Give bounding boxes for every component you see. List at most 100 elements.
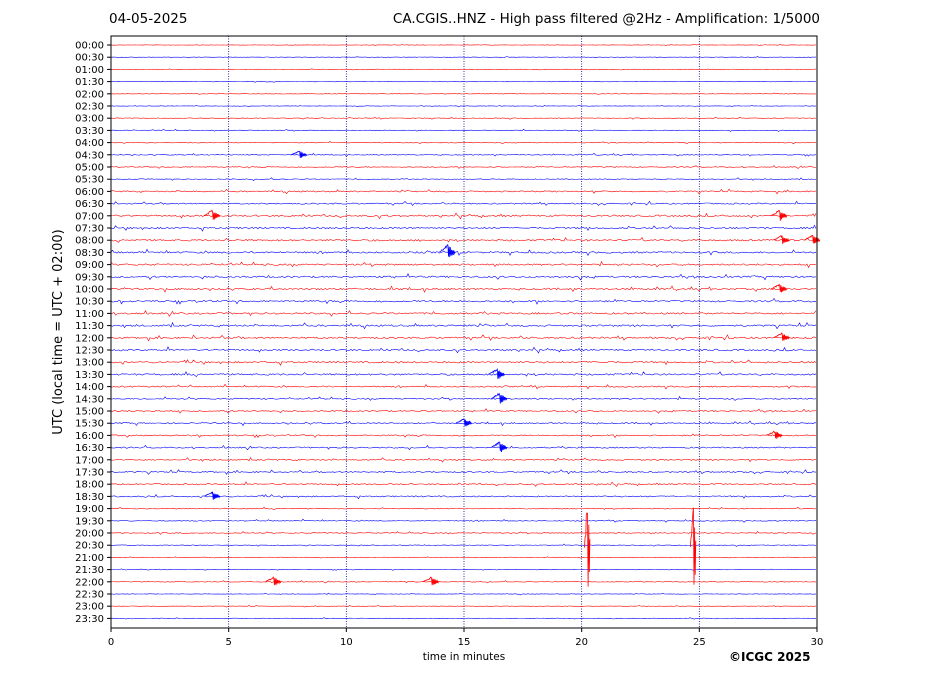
- y-tick-label: 09:00: [75, 260, 104, 271]
- x-axis-ticks: 0 5 10 15 20 25 30: [108, 628, 823, 648]
- seismic-event: [804, 234, 821, 244]
- trace-2130: [110, 568, 817, 571]
- trace-0700: [110, 212, 817, 220]
- y-tick-label: 05:00: [75, 163, 104, 174]
- x-tick-label: 25: [693, 637, 706, 648]
- copyright: ©ICGC 2025: [729, 650, 811, 664]
- y-axis-label: UTC (local time = UTC + 02:00): [51, 229, 66, 434]
- seismic-event: [488, 367, 505, 379]
- y-tick-label: 04:00: [75, 138, 104, 149]
- y-tick-label: 15:00: [75, 407, 104, 418]
- trace-2200: [110, 580, 816, 584]
- vertical-gridlines: [228, 36, 700, 628]
- y-tick-label: 17:00: [75, 455, 104, 466]
- trace-1430: [110, 395, 817, 401]
- trace-2000: [110, 531, 817, 535]
- trace-1500: [110, 408, 817, 414]
- trace-0100: [111, 68, 817, 71]
- trace-0330: [110, 128, 817, 132]
- trace-1830: [110, 494, 817, 500]
- trace-2300: [110, 605, 817, 608]
- y-tick-label: 12:30: [75, 346, 104, 357]
- y-tick-label: 13:30: [75, 370, 104, 381]
- seismic-event: [291, 150, 308, 159]
- chart-date: 04-05-2025: [109, 11, 188, 27]
- seismic-event: [203, 209, 221, 220]
- y-tick-label: 19:30: [75, 516, 104, 527]
- trace-2230: [110, 592, 816, 596]
- x-tick-label: 20: [575, 637, 588, 648]
- trace-1530: [110, 420, 817, 427]
- y-tick-label: 16:30: [75, 443, 104, 454]
- chart-title: CA.CGIS..HNZ - High pass filtered @2Hz -…: [392, 11, 820, 27]
- y-tick-label: 00:30: [75, 53, 104, 64]
- y-tick-label: 14:30: [75, 394, 104, 405]
- trace-1900: [110, 506, 817, 510]
- y-tick-label: 11:00: [75, 309, 104, 320]
- trace-1330: [110, 371, 817, 377]
- x-axis-label: time in minutes: [423, 651, 505, 663]
- y-tick-label: 21:00: [75, 553, 104, 564]
- y-tick-label: 06:00: [75, 187, 104, 198]
- trace-1600: [110, 433, 816, 439]
- trace-1000: [110, 285, 817, 293]
- trace-0600: [110, 188, 817, 195]
- seismic-event: [771, 283, 788, 293]
- y-tick-label: 07:00: [75, 211, 104, 222]
- trace-1930: [110, 518, 817, 523]
- trace-0800: [110, 237, 817, 243]
- trace-1730: [110, 469, 816, 475]
- y-tick-label: 20:00: [75, 529, 104, 540]
- trace-0000: [110, 43, 817, 47]
- y-tick-label: 00:00: [75, 41, 104, 52]
- y-tick-label: 04:30: [75, 150, 104, 161]
- y-tick-label: 15:30: [75, 419, 104, 430]
- trace-2330: [110, 617, 816, 620]
- x-tick-label: 15: [458, 637, 471, 648]
- x-tick-label: 0: [108, 637, 114, 648]
- y-tick-label: 03:30: [75, 126, 104, 137]
- y-tick-label: 16:00: [75, 431, 104, 442]
- seismic-event: [771, 210, 788, 221]
- trace-0530: [110, 177, 817, 181]
- trace-0430: [110, 152, 817, 157]
- y-tick-label: 02:00: [75, 89, 104, 100]
- y-tick-label: 20:30: [75, 541, 104, 552]
- trace-0300: [111, 116, 817, 120]
- y-tick-label: 23:30: [75, 614, 104, 625]
- trace-1030: [110, 297, 817, 305]
- trace-1400: [110, 383, 817, 390]
- seismic-event: [584, 512, 591, 587]
- seismic-traces: [110, 43, 817, 620]
- y-tick-label: 18:30: [75, 492, 104, 503]
- y-tick-label: 19:00: [75, 504, 104, 515]
- y-tick-label: 01:00: [75, 65, 104, 76]
- y-tick-label: 22:00: [75, 577, 104, 588]
- trace-0030: [110, 56, 817, 59]
- y-tick-label: 14:00: [75, 382, 104, 393]
- trace-0200: [110, 92, 816, 95]
- y-tick-label: 08:00: [75, 236, 104, 247]
- y-tick-label: 10:00: [75, 285, 104, 296]
- y-tick-label: 18:00: [75, 480, 104, 491]
- trace-2030: [110, 543, 817, 547]
- seismic-events: [203, 150, 821, 587]
- y-tick-label: 08:30: [75, 248, 104, 259]
- seismic-event: [491, 441, 508, 453]
- x-tick-label: 10: [340, 637, 353, 648]
- seismic-event: [773, 332, 790, 341]
- trace-2100: [110, 556, 817, 559]
- trace-1700: [110, 456, 817, 463]
- x-tick-label: 5: [225, 637, 231, 648]
- trace-1100: [110, 310, 817, 317]
- trace-1300: [110, 359, 817, 366]
- seismic-event: [439, 244, 456, 258]
- trace-0730: [110, 224, 817, 232]
- seismic-event: [455, 418, 472, 427]
- seismic-event: [422, 576, 440, 586]
- trace-1230: [110, 346, 817, 354]
- seismic-event: [204, 491, 221, 500]
- y-tick-label: 12:00: [75, 333, 104, 344]
- y-tick-label: 22:30: [75, 590, 104, 601]
